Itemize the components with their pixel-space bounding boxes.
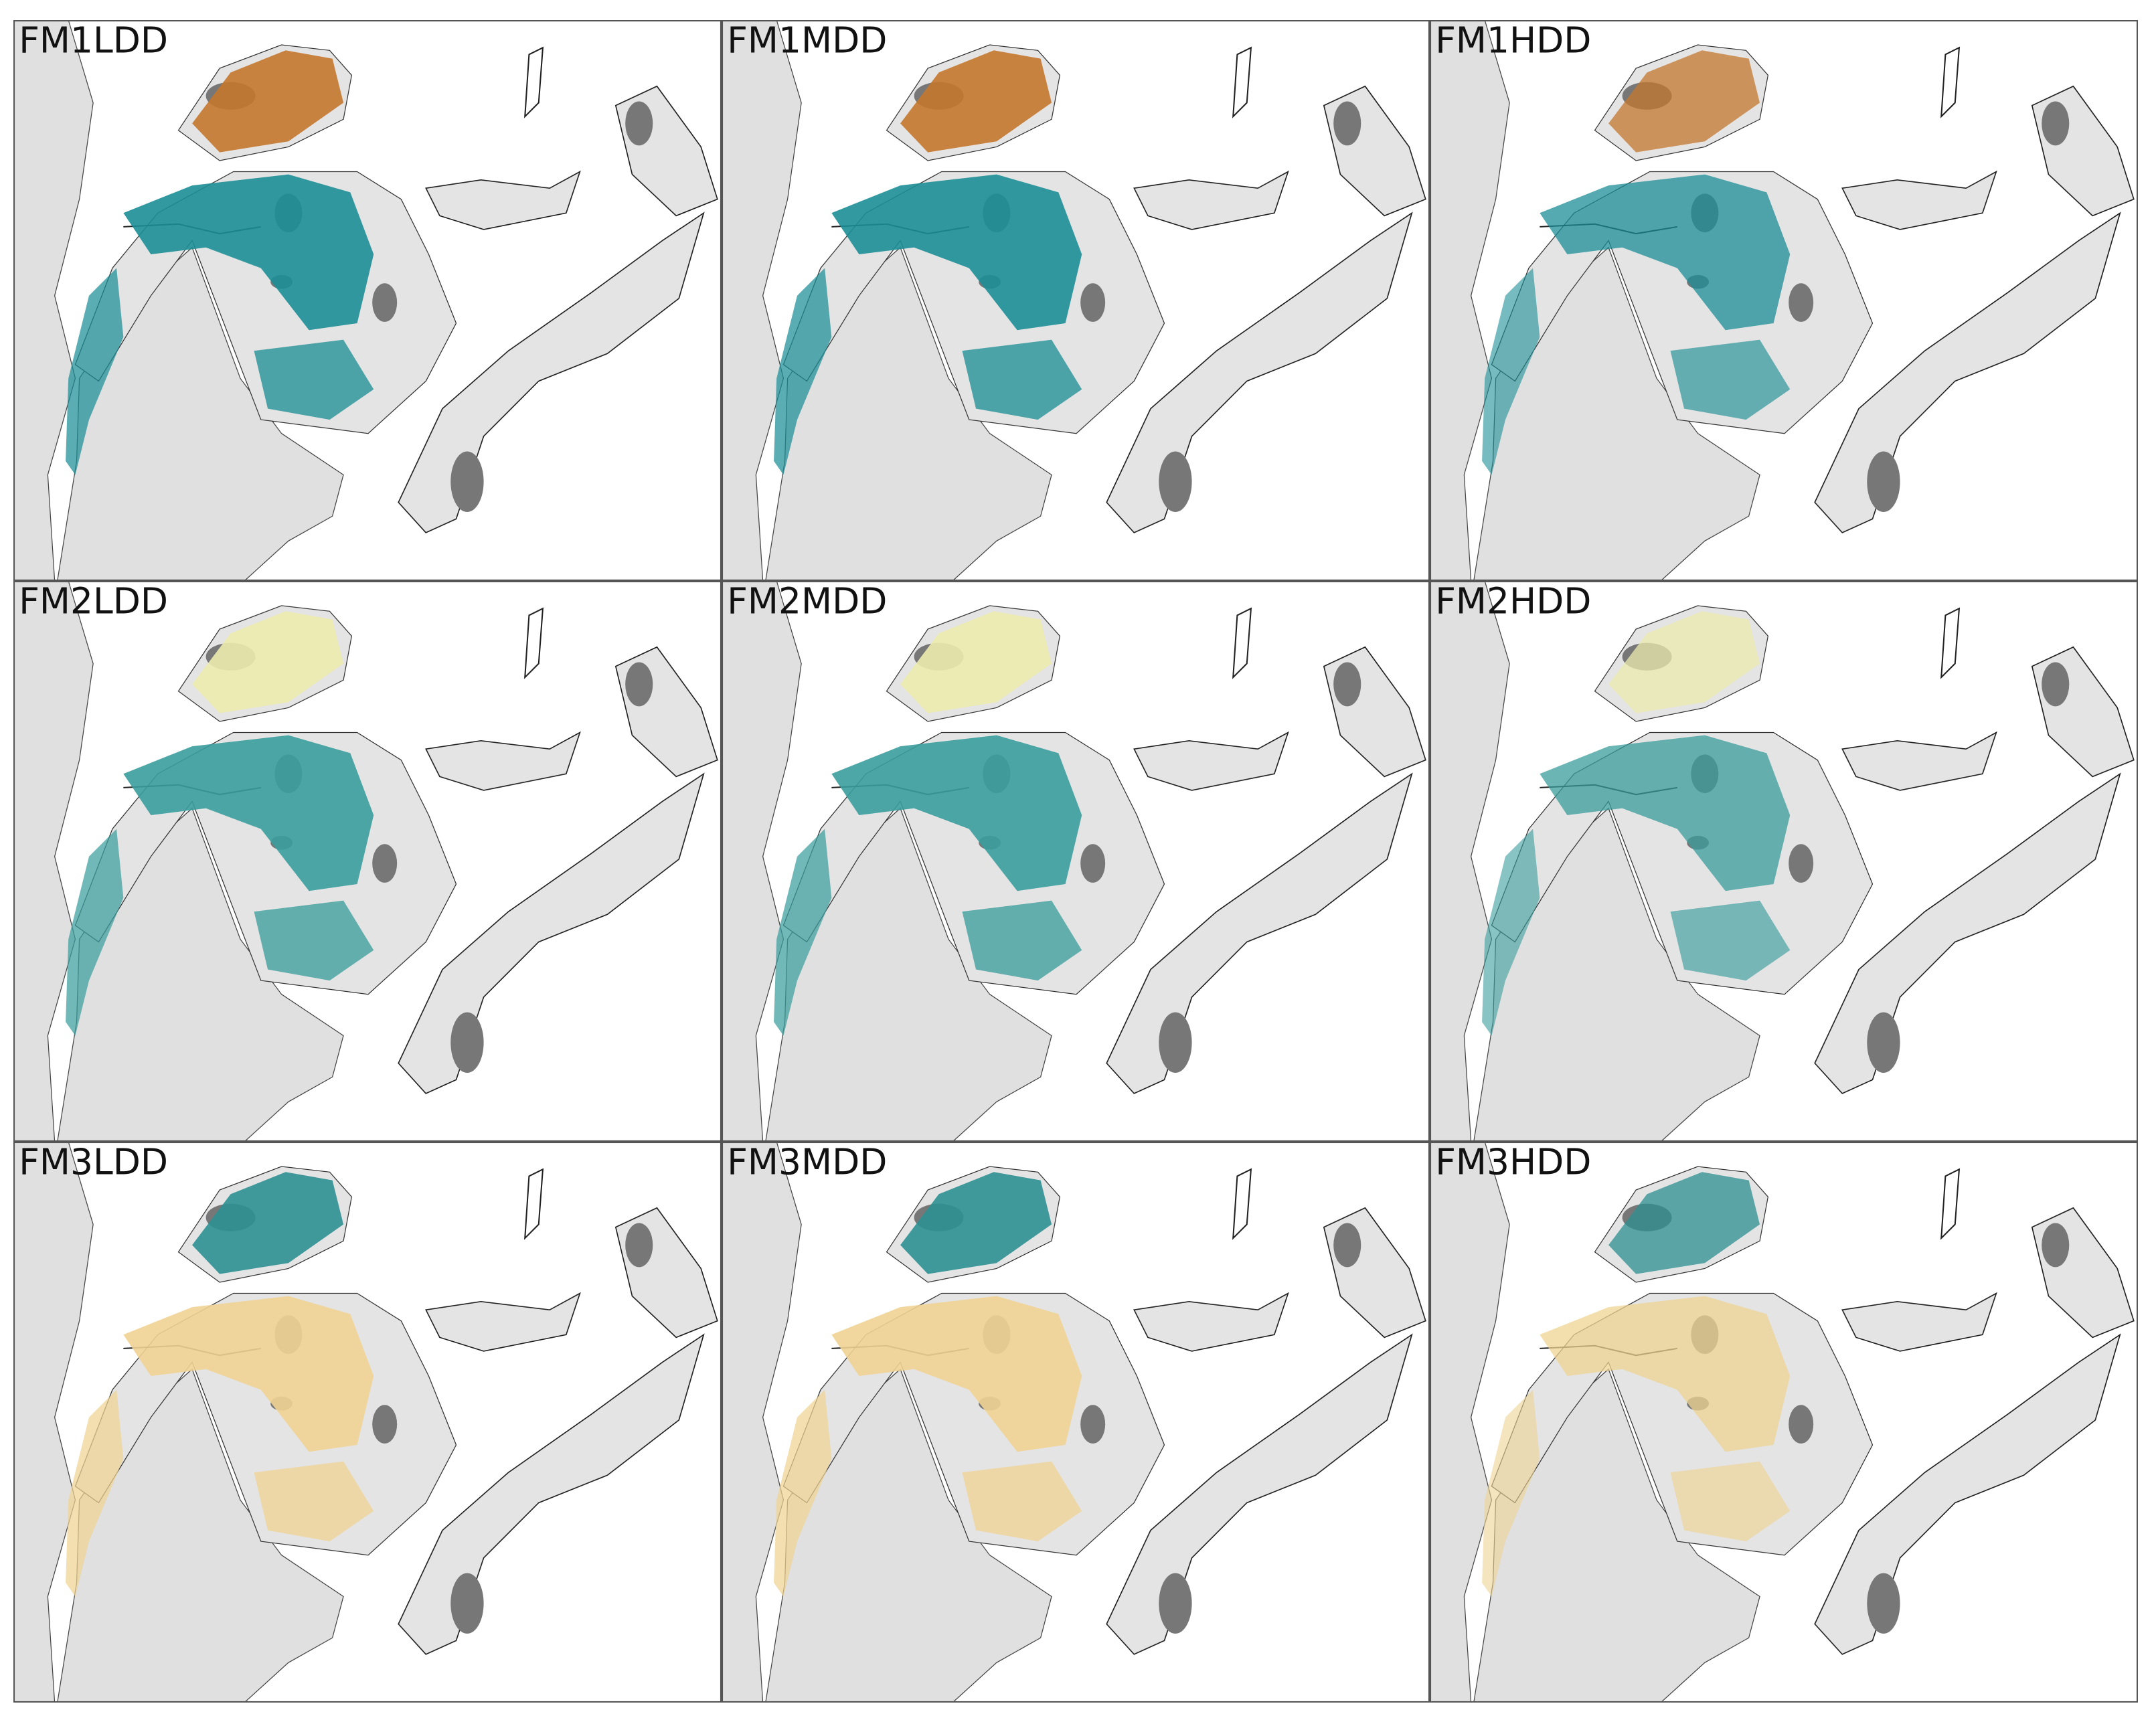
central-region	[831, 735, 1082, 891]
south-region	[962, 1461, 1082, 1542]
panel-label: FM3HDD	[1435, 1140, 1591, 1183]
south-region	[1670, 1461, 1791, 1542]
south-region	[254, 339, 374, 420]
central-region	[1540, 174, 1791, 331]
north-region	[900, 1172, 1052, 1274]
south-region	[254, 1461, 374, 1542]
central-region	[1540, 1296, 1791, 1452]
panel-label: FM3MDD	[727, 1140, 887, 1183]
map-panel: FM3MDD	[722, 1140, 1430, 1703]
south-region	[1670, 900, 1791, 981]
south-region	[254, 900, 374, 981]
panel-border	[722, 581, 1430, 1142]
map-panel: FM2MDD	[722, 580, 1430, 1142]
west-strip	[1482, 1389, 1540, 1597]
map-panel: FM1LDD	[13, 19, 722, 581]
panel-border	[13, 20, 722, 581]
map-panel: FM2HDD	[1430, 580, 2138, 1142]
west-strip	[1482, 268, 1540, 475]
central-region	[123, 174, 374, 331]
panel-label: FM3LDD	[19, 1140, 168, 1183]
panel-label: FM2LDD	[19, 580, 168, 622]
panel-grid: FM1LDD FM1MDD FM1HDD FM2LDD FM2MDD FM2HDD FM3L…	[13, 19, 2138, 1703]
north-region	[192, 611, 344, 713]
north-region	[1608, 50, 1760, 153]
panel-border	[13, 581, 722, 1142]
panel-border	[1430, 20, 2138, 581]
central-region	[123, 735, 374, 891]
map-panel: FM3HDD	[1430, 1140, 2138, 1703]
south-region	[962, 900, 1082, 981]
map-panel: FM3LDD	[13, 1140, 722, 1703]
panel-label: FM1LDD	[19, 19, 168, 61]
map-panel: FM2LDD	[13, 580, 722, 1142]
central-region	[831, 174, 1082, 331]
panel-border	[13, 1142, 722, 1703]
panel-label: FM1MDD	[727, 19, 887, 61]
west-strip	[774, 268, 832, 475]
west-strip	[774, 1389, 832, 1597]
panel-border	[722, 20, 1430, 581]
north-region	[1608, 1172, 1760, 1274]
west-strip	[1482, 829, 1540, 1036]
panel-label: FM2HDD	[1435, 580, 1591, 622]
panel-border	[1430, 581, 2138, 1142]
central-region	[1540, 735, 1791, 891]
west-strip	[66, 268, 124, 475]
south-region	[962, 339, 1082, 420]
north-region	[1608, 611, 1760, 713]
north-region	[900, 50, 1052, 153]
north-region	[192, 1172, 344, 1274]
west-strip	[66, 1389, 124, 1597]
map-panel: FM1HDD	[1430, 19, 2138, 581]
north-region	[192, 50, 344, 153]
west-strip	[774, 829, 832, 1036]
panel-label: FM1HDD	[1435, 19, 1591, 61]
panel-label: FM2MDD	[727, 580, 887, 622]
central-region	[831, 1296, 1082, 1452]
south-region	[1670, 339, 1791, 420]
map-panel: FM1MDD	[722, 19, 1430, 581]
west-strip	[66, 829, 124, 1036]
panel-border	[1430, 1142, 2138, 1703]
panel-border	[722, 1142, 1430, 1703]
north-region	[900, 611, 1052, 713]
central-region	[123, 1296, 374, 1452]
